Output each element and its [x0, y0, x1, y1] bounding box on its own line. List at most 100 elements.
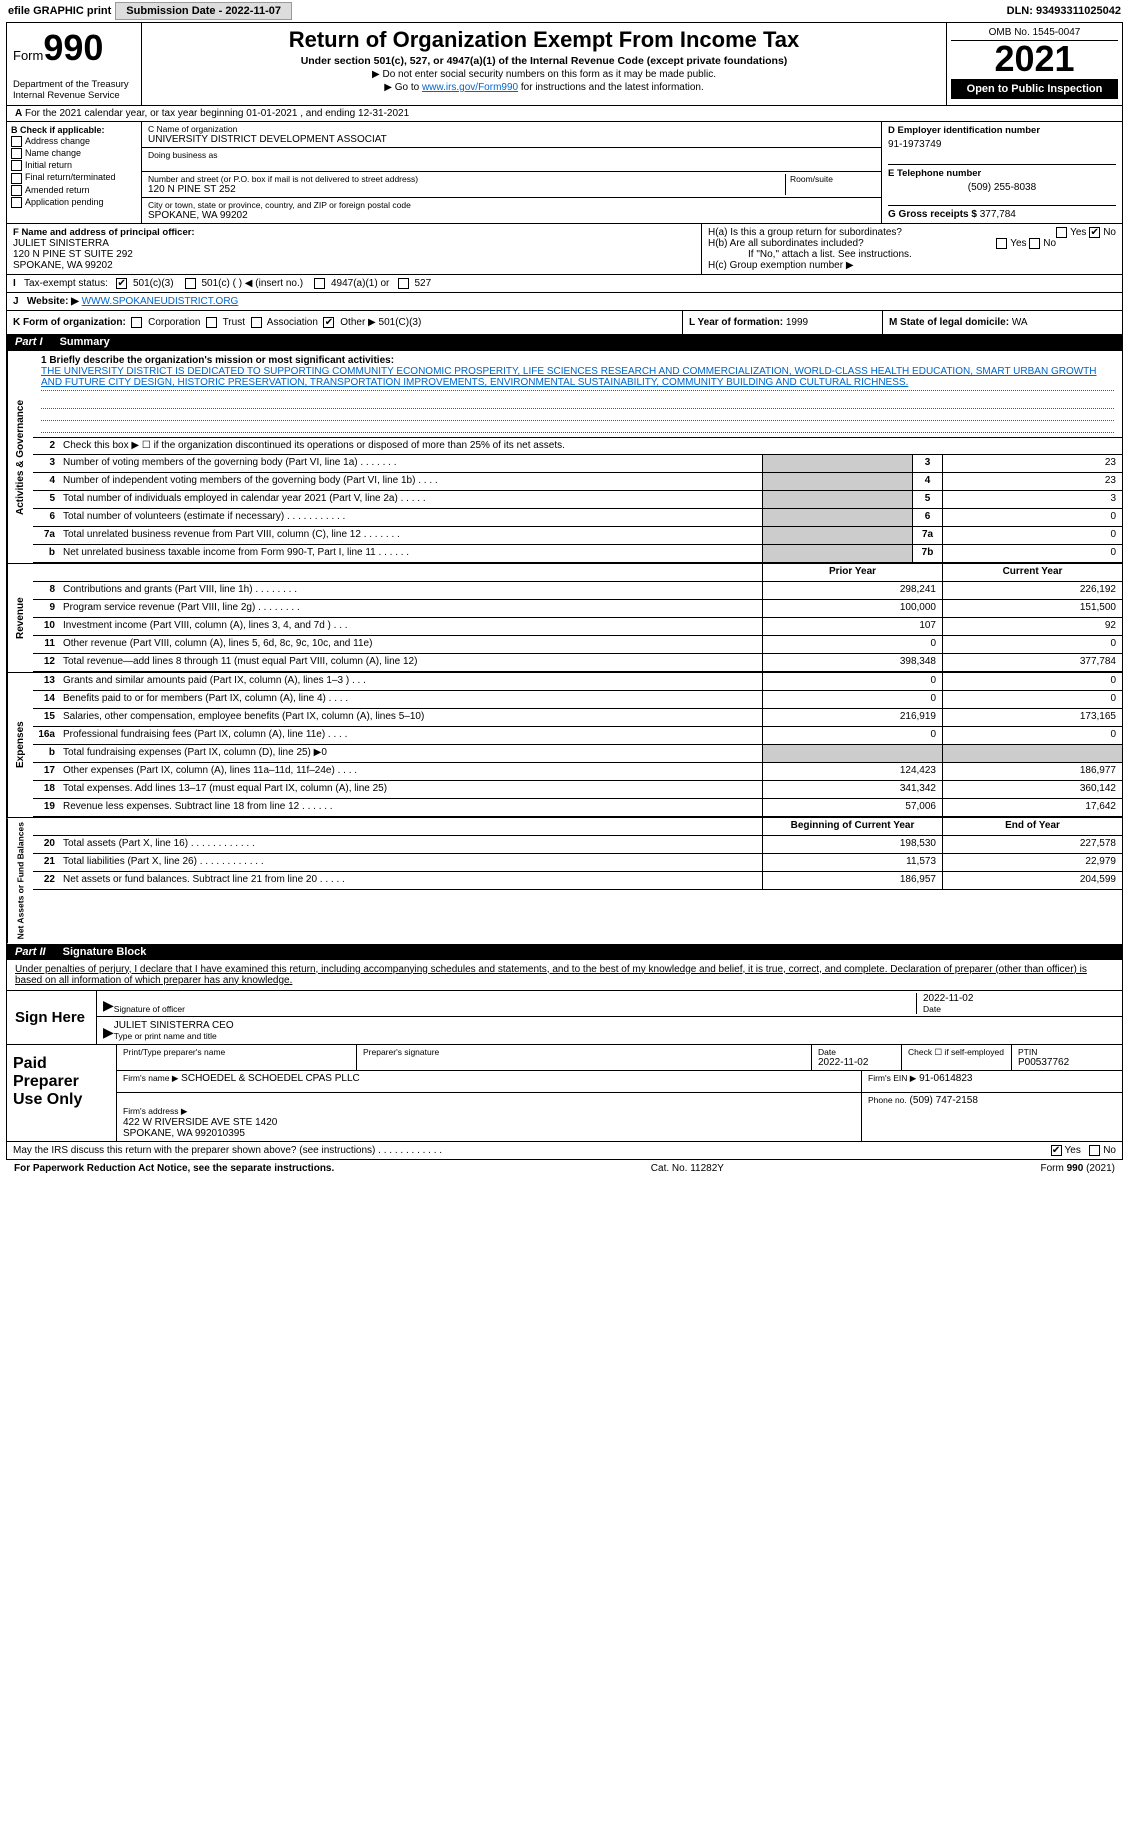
ha-no-check[interactable]: [1089, 227, 1100, 238]
tax-status-row: I Tax-exempt status: 501(c)(3) 501(c) ( …: [7, 274, 1122, 292]
table-row: 17Other expenses (Part IX, column (A), l…: [33, 763, 1122, 781]
mission-box: 1 Briefly describe the organization's mi…: [33, 351, 1122, 437]
table-row: 20Total assets (Part X, line 16) . . . .…: [33, 836, 1122, 854]
ein-value: 91-1973749: [888, 139, 1116, 150]
part1-header: Part I Summary: [7, 334, 1122, 350]
other-val: 501(C)(3): [379, 317, 422, 328]
table-row: 19Revenue less expenses. Subtract line 1…: [33, 799, 1122, 817]
paperwork-notice: For Paperwork Reduction Act Notice, see …: [14, 1163, 334, 1174]
ptin-value: P00537762: [1018, 1057, 1116, 1068]
check-527[interactable]: [398, 278, 409, 289]
table-row: 12Total revenue—add lines 8 through 11 (…: [33, 654, 1122, 672]
submission-date-button[interactable]: Submission Date - 2022-11-07: [115, 2, 292, 20]
col-prior-header: Prior Year: [762, 564, 942, 581]
discuss-row: May the IRS discuss this return with the…: [7, 1141, 1122, 1159]
check-final-return[interactable]: Final return/terminated: [11, 172, 137, 183]
form-number: 990: [43, 27, 103, 68]
officer-name: JULIET SINISTERRA: [13, 238, 695, 249]
check-assoc[interactable]: [251, 317, 262, 328]
hb-label: H(b) Are all subordinates included?: [708, 238, 864, 249]
check-address-change[interactable]: Address change: [11, 136, 137, 147]
website-link[interactable]: WWW.SPOKANEUDISTRICT.ORG: [82, 296, 239, 307]
title-box: Return of Organization Exempt From Incom…: [142, 23, 947, 105]
check-name-change[interactable]: Name change: [11, 148, 137, 159]
top-bar: efile GRAPHIC print Submission Date - 20…: [0, 0, 1129, 22]
check-501c3[interactable]: [116, 278, 127, 289]
prep-name-label: Print/Type preparer's name: [123, 1047, 350, 1057]
gross-value: 377,784: [980, 209, 1016, 220]
state-domicile: M State of legal domicile: WA: [882, 311, 1122, 334]
discuss-no-check[interactable]: [1089, 1145, 1100, 1156]
check-initial-return[interactable]: Initial return: [11, 160, 137, 171]
year-formation: L Year of formation: 1999: [682, 311, 882, 334]
form-footer-label: Form 990 (2021): [1041, 1163, 1116, 1174]
sig-date: 2022-11-02: [923, 993, 1116, 1004]
dept-label: Department of the Treasury Internal Reve…: [13, 79, 135, 101]
col-end-header: End of Year: [942, 818, 1122, 835]
table-row: 22Net assets or fund balances. Subtract …: [33, 872, 1122, 890]
hb-note: If "No," attach a list. See instructions…: [708, 249, 1116, 260]
box-b: B Check if applicable: Address change Na…: [7, 122, 142, 223]
city-label: City or town, state or province, country…: [148, 200, 875, 210]
officer-name-label: Type or print name and title: [114, 1031, 1116, 1041]
paid-prep-label: Paid Preparer Use Only: [7, 1045, 117, 1141]
check-501c[interactable]: [185, 278, 196, 289]
net-header-row: Beginning of Current Year End of Year: [33, 818, 1122, 836]
col-curr-header: Current Year: [942, 564, 1122, 581]
note-ssn: ▶ Do not enter social security numbers o…: [150, 69, 938, 80]
check-amended-return[interactable]: Amended return: [11, 185, 137, 196]
dba-label: Doing business as: [148, 150, 875, 160]
org-name-label: C Name of organization: [148, 124, 875, 134]
check-other[interactable]: [323, 317, 334, 328]
check-trust[interactable]: [206, 317, 217, 328]
table-row: 15Salaries, other compensation, employee…: [33, 709, 1122, 727]
irs-link[interactable]: www.irs.gov/Form990: [422, 82, 518, 93]
check-application-pending[interactable]: Application pending: [11, 197, 137, 208]
hc-label: H(c) Group exemption number ▶: [708, 260, 1116, 271]
side-label-rev: Revenue: [7, 564, 33, 672]
ein-label: D Employer identification number: [888, 125, 1116, 136]
form-container: Form990 Department of the Treasury Inter…: [6, 22, 1123, 1160]
hb-no-check[interactable]: [1029, 238, 1040, 249]
ptin-label: PTIN: [1018, 1047, 1116, 1057]
firm-ein: 91-0614823: [919, 1073, 972, 1084]
org-address: 120 N PINE ST 252: [148, 184, 785, 195]
dotted-line: [41, 409, 1114, 421]
table-row: 4Number of independent voting members of…: [33, 473, 1122, 491]
ha-label: H(a) Is this a group return for subordin…: [708, 227, 902, 238]
table-row: 13Grants and similar amounts paid (Part …: [33, 673, 1122, 691]
prep-phone: (509) 747-2158: [910, 1095, 978, 1106]
tax-year: 2021: [951, 41, 1118, 77]
net-assets-section: Net Assets or Fund Balances Beginning of…: [7, 817, 1122, 943]
year-box: OMB No. 1545-0047 2021 Open to Public In…: [947, 23, 1122, 105]
ha-yes-check[interactable]: [1056, 227, 1067, 238]
form-number-box: Form990 Department of the Treasury Inter…: [7, 23, 142, 105]
table-row: 11Other revenue (Part VIII, column (A), …: [33, 636, 1122, 654]
check-corp[interactable]: [131, 317, 142, 328]
box-deg: D Employer identification number 91-1973…: [882, 122, 1122, 223]
table-row: bNet unrelated business taxable income f…: [33, 545, 1122, 563]
page-footer: For Paperwork Reduction Act Notice, see …: [6, 1160, 1123, 1177]
pointer-icon: ▶: [103, 1024, 114, 1041]
hb-yes-check[interactable]: [996, 238, 1007, 249]
activities-governance-section: Activities & Governance 1 Briefly descri…: [7, 350, 1122, 563]
sign-here-label: Sign Here: [7, 991, 97, 1044]
expenses-section: Expenses 13Grants and similar amounts pa…: [7, 672, 1122, 817]
table-row: 10Investment income (Part VIII, column (…: [33, 618, 1122, 636]
date-label: Date: [923, 1004, 1116, 1014]
org-name: UNIVERSITY DISTRICT DEVELOPMENT ASSOCIAT: [148, 134, 875, 145]
table-row: 16aProfessional fundraising fees (Part I…: [33, 727, 1122, 745]
officer-label: F Name and address of principal officer:: [13, 227, 695, 238]
check-self-emp[interactable]: Check ☐ if self-employed: [908, 1047, 1005, 1058]
pointer-icon: ▶: [103, 997, 114, 1014]
prep-date: 2022-11-02: [818, 1057, 895, 1068]
line-a: A For the 2021 calendar year, or tax yea…: [7, 105, 1122, 121]
sign-here-block: Sign Here ▶ Signature of officer 2022-11…: [7, 990, 1122, 1044]
form-subtitle: Under section 501(c), 527, or 4947(a)(1)…: [150, 55, 938, 67]
table-row: 18Total expenses. Add lines 13–17 (must …: [33, 781, 1122, 799]
addr-label: Number and street (or P.O. box if mail i…: [148, 174, 785, 184]
discuss-yes-check[interactable]: [1051, 1145, 1062, 1156]
table-row: bTotal fundraising expenses (Part IX, co…: [33, 745, 1122, 763]
check-4947[interactable]: [314, 278, 325, 289]
phone-value: (509) 255-8038: [888, 182, 1116, 193]
